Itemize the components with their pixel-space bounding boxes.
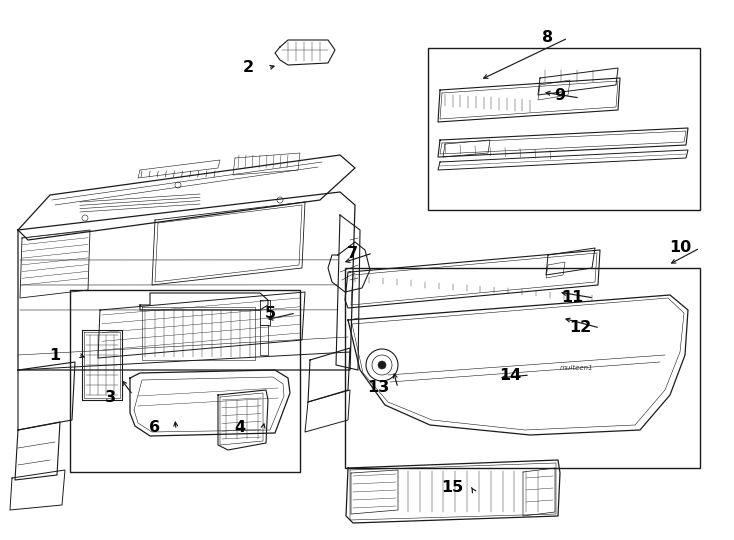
Bar [428,48,700,210]
Text: 11: 11 [561,291,583,306]
Text: 12: 12 [569,321,591,335]
Text: 6: 6 [150,421,161,435]
Text: 1: 1 [49,348,61,362]
Text: 4: 4 [234,421,246,435]
Text: 3: 3 [104,390,115,406]
Text: 5: 5 [264,306,275,321]
Text: 9: 9 [554,87,566,103]
Text: 14: 14 [499,368,521,382]
Text: 10: 10 [669,240,691,255]
Text: multeen1: multeen1 [560,365,594,371]
Bar [70,290,300,472]
Text: 13: 13 [367,381,389,395]
Text: 15: 15 [441,481,463,496]
Text: 2: 2 [242,60,253,76]
Text: 8: 8 [542,30,553,45]
Text: 7: 7 [346,246,357,260]
Circle shape [378,361,386,369]
Bar [345,268,700,468]
